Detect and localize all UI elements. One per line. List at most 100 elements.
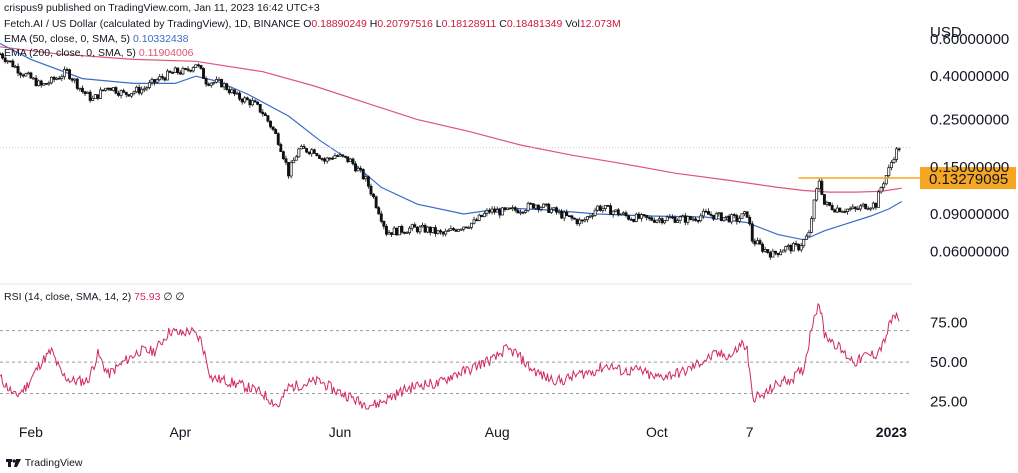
candle-body xyxy=(202,68,204,78)
candle-body xyxy=(135,87,137,91)
price-tick-label: 0.09000000 xyxy=(930,206,1009,223)
candle-body xyxy=(58,78,60,79)
candle-body xyxy=(707,211,709,214)
candle-body xyxy=(638,214,640,218)
candle-body xyxy=(558,211,560,212)
candle-body xyxy=(792,243,794,251)
candle-body xyxy=(267,116,269,122)
candle-body xyxy=(298,149,300,157)
candle-body xyxy=(499,210,501,215)
candle-body xyxy=(790,245,792,251)
candle-body xyxy=(834,210,836,212)
candle-body xyxy=(205,79,207,85)
candle-body xyxy=(828,202,830,205)
candle-body xyxy=(220,79,222,87)
candle-body xyxy=(836,208,838,212)
candle-body xyxy=(718,213,720,214)
candle-body xyxy=(512,208,514,209)
candle-body xyxy=(491,209,493,212)
candle-body xyxy=(548,204,550,212)
candle-body xyxy=(687,216,689,222)
price-chart[interactable]: 0.13279095 0.600000000.400000000.2500000… xyxy=(0,0,1018,473)
candle-body xyxy=(888,168,890,176)
candle-body xyxy=(800,246,802,250)
candle-body xyxy=(720,213,722,221)
candle-body xyxy=(880,188,882,192)
candle-body xyxy=(177,68,179,73)
candle-body xyxy=(813,200,815,219)
candle-body xyxy=(867,209,869,210)
candle-body xyxy=(579,220,581,224)
low-value: 0.18128911 xyxy=(442,18,497,30)
candle-body xyxy=(45,83,47,84)
candle-body xyxy=(128,94,130,96)
candle-body xyxy=(208,84,210,85)
candle-body xyxy=(723,217,725,220)
candle-body xyxy=(630,219,632,220)
candle-body xyxy=(651,218,653,221)
candle-body xyxy=(197,65,199,66)
candle-body xyxy=(336,156,338,157)
candle-body xyxy=(7,61,9,62)
candle-body xyxy=(380,214,382,221)
candle-body xyxy=(573,218,575,219)
candle-body xyxy=(110,88,112,90)
candle-body xyxy=(179,73,181,74)
ema50-label: EMA (50, close, 0, SMA, 5) xyxy=(4,33,130,45)
rsi-extra-2: ∅ xyxy=(175,291,184,303)
candle-body xyxy=(388,233,390,235)
symbol-header[interactable]: Fetch.AI / US Dollar (calculated by Trad… xyxy=(4,18,621,30)
candle-body xyxy=(427,227,429,232)
candle-body xyxy=(375,197,377,208)
candle-body xyxy=(133,92,135,94)
candle-body xyxy=(74,79,76,80)
rsi-tick-label: 75.00 xyxy=(930,315,968,332)
candle-body xyxy=(470,223,472,227)
candle-body xyxy=(215,79,217,82)
candle-body xyxy=(831,205,833,209)
footer[interactable]: TradingView xyxy=(6,457,83,469)
candle-body xyxy=(97,95,99,99)
rsi-legend[interactable]: RSI (14, close, SMA, 14, 2) 75.93 ∅ ∅ xyxy=(4,291,185,303)
candle-body xyxy=(841,211,843,212)
candle-body xyxy=(890,162,892,167)
candle-body xyxy=(159,77,161,80)
candle-body xyxy=(115,88,117,94)
candle-body xyxy=(609,206,611,215)
candle-body xyxy=(195,65,197,68)
candle-body xyxy=(120,91,122,96)
candle-body xyxy=(455,230,457,232)
candle-body xyxy=(736,216,738,222)
candle-body xyxy=(17,66,19,73)
candle-body xyxy=(692,219,694,220)
candle-body xyxy=(311,150,313,154)
footer-brand: TradingView xyxy=(25,457,83,469)
candle-body xyxy=(321,159,323,160)
candle-body xyxy=(393,228,395,234)
candle-body xyxy=(715,214,717,219)
candle-body xyxy=(419,227,421,232)
candle-body xyxy=(27,73,29,74)
high-value: 0.20797516 xyxy=(377,18,432,30)
candle-body xyxy=(689,216,691,219)
candle-body xyxy=(700,216,702,221)
candle-body xyxy=(192,67,194,70)
candle-body xyxy=(313,150,315,154)
candle-body xyxy=(244,98,246,102)
candle-body xyxy=(452,228,454,229)
candle-body xyxy=(661,219,663,223)
candle-body xyxy=(857,209,859,210)
candle-body xyxy=(411,225,413,229)
candle-body xyxy=(816,189,818,200)
candle-body xyxy=(713,215,715,219)
candle-body xyxy=(305,148,307,152)
candle-body xyxy=(200,65,202,68)
ema50-legend[interactable]: EMA (50, close, 0, SMA, 5) 0.10332438 xyxy=(4,33,188,45)
candle-body xyxy=(803,239,805,245)
candle-body xyxy=(653,220,655,222)
candle-body xyxy=(731,215,733,222)
candle-body xyxy=(329,158,331,159)
candle-body xyxy=(414,225,416,227)
ema200-legend[interactable]: EMA (200, close, 0, SMA, 5) 0.11904006 xyxy=(4,47,194,59)
candle-body xyxy=(275,129,277,133)
